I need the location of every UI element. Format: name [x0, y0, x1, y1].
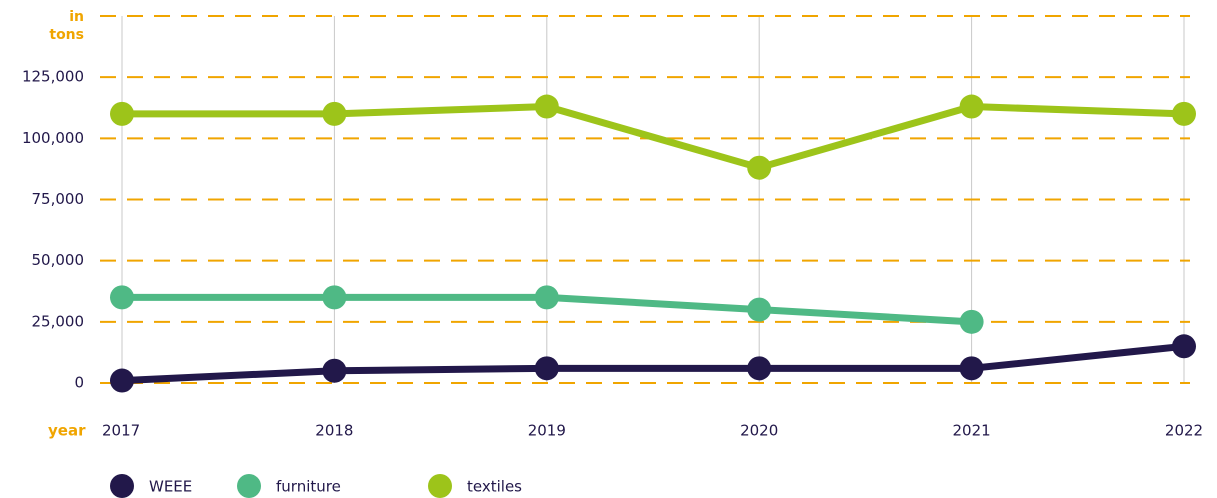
data-point [959, 94, 984, 119]
legend-swatch [428, 474, 452, 498]
legend-swatch [110, 474, 134, 498]
x-axis-label: year [48, 422, 86, 440]
legend-swatch [237, 474, 261, 498]
data-point [747, 155, 772, 180]
y-tick-label: 125,000 [22, 68, 84, 86]
data-point [110, 101, 134, 126]
data-point [959, 356, 984, 381]
legend-label: textiles [467, 478, 522, 496]
data-point [110, 285, 134, 310]
data-point [747, 297, 772, 322]
data-point [322, 101, 347, 126]
data-point [1172, 101, 1196, 126]
y-tick-label: 0 [74, 374, 84, 392]
y-tick-label: 75,000 [32, 190, 85, 208]
y-tick-label: 100,000 [22, 129, 84, 147]
data-point [959, 309, 984, 334]
data-point [534, 285, 559, 310]
data-point [110, 368, 134, 393]
data-point [534, 356, 559, 381]
legend-label: furniture [276, 478, 341, 496]
data-point [534, 94, 559, 119]
y-tick-label: 25,000 [32, 312, 85, 330]
x-tick-label: 2021 [953, 422, 991, 440]
data-point [747, 356, 772, 381]
data-point [322, 358, 347, 383]
data-point [1172, 334, 1196, 359]
x-tick-label: 2018 [315, 422, 353, 440]
series-line [121, 342, 1185, 385]
y-axis-label: in tons [49, 9, 84, 43]
x-tick-label: 2019 [528, 422, 566, 440]
x-tick-label: 2022 [1165, 422, 1203, 440]
y-tick-label: 50,000 [32, 251, 85, 269]
x-tick-label: 2017 [102, 422, 140, 440]
x-tick-label: 2020 [740, 422, 778, 440]
legend-label: WEEE [149, 478, 192, 496]
data-point [322, 285, 347, 310]
series-line [122, 103, 1185, 172]
